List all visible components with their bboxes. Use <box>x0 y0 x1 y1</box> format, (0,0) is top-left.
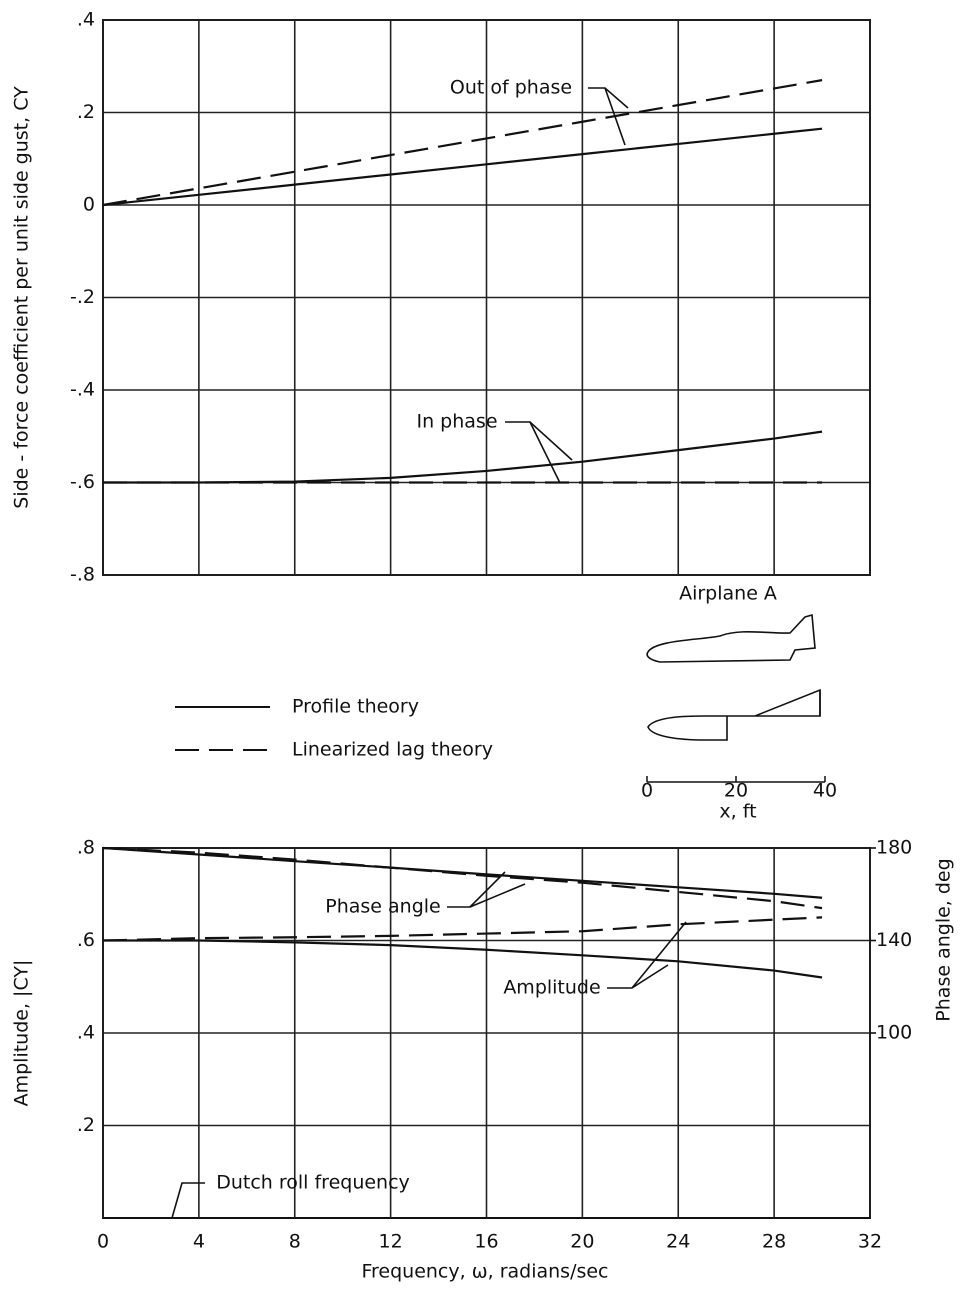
y-axis-title: Amplitude, |CY| <box>11 960 33 1107</box>
y-tick-label: .6 <box>77 929 95 951</box>
x-tick-label: 12 <box>379 1231 403 1253</box>
x-tick-label: 28 <box>762 1231 786 1253</box>
x-tick-label: 8 <box>289 1231 301 1253</box>
x-tick-label: 32 <box>858 1231 882 1253</box>
annotation-leader <box>604 87 626 146</box>
annotation-leader <box>607 964 669 989</box>
series-line <box>102 916 823 942</box>
x-tick-label: 20 <box>570 1231 594 1253</box>
annotation: Dutch roll frequency <box>216 1172 410 1194</box>
y-tick-label: -.2 <box>70 286 95 308</box>
scale-tick-label: 40 <box>813 780 837 802</box>
x-tick-label: 16 <box>474 1231 498 1253</box>
annotation-leader <box>631 921 687 989</box>
annotation-leader <box>529 421 561 484</box>
series-line <box>102 127 823 207</box>
legend-label: Linearized lag theory <box>292 739 493 761</box>
y-axis-title: Side - force coefficient per unit side g… <box>11 86 33 509</box>
y2-axis-title: Phase angle, deg <box>933 858 955 1021</box>
y-tick-label: .4 <box>77 1022 95 1044</box>
x-axis-title: Frequency, ω, radians/sec <box>361 1261 608 1283</box>
scale-tick-label: 0 <box>641 780 653 802</box>
annotation: Amplitude <box>503 977 600 999</box>
airplane-profile <box>647 688 821 741</box>
series-line <box>103 939 823 979</box>
y-tick-label: -.4 <box>70 379 95 401</box>
airplane-sketch <box>646 613 825 783</box>
y-tick-label: .8 <box>77 837 95 859</box>
annotation: In phase <box>416 411 497 433</box>
series-line <box>103 430 823 484</box>
y2-tick-label: 140 <box>876 929 912 951</box>
y2-tick-label: 180 <box>876 837 912 859</box>
annotation-leader <box>171 1182 205 1219</box>
annotation: Phase angle <box>325 896 440 918</box>
inset-title: Airplane A <box>679 583 777 605</box>
y-tick-label: -.8 <box>70 564 95 586</box>
scale-tick-label: 20 <box>724 780 748 802</box>
series-line <box>102 846 823 899</box>
y2-tick-label: 100 <box>876 1022 912 1044</box>
y-tick-label: .4 <box>77 9 95 31</box>
legend-label: Profile theory <box>292 696 419 718</box>
x-tick-label: 24 <box>666 1231 690 1253</box>
y-tick-label: .2 <box>77 101 95 123</box>
y-tick-label: .2 <box>77 1114 95 1136</box>
series-line <box>102 79 823 207</box>
airplane-side-view <box>646 613 816 663</box>
annotation-leader <box>469 883 526 908</box>
y-tick-label: -.6 <box>70 471 95 493</box>
scale-label: x, ft <box>719 801 756 823</box>
x-tick-label: 4 <box>193 1231 205 1253</box>
y-tick-label: 0 <box>83 194 95 216</box>
series-line <box>102 846 823 910</box>
x-tick-label: 0 <box>97 1231 109 1253</box>
annotation: Out of phase <box>450 77 572 99</box>
